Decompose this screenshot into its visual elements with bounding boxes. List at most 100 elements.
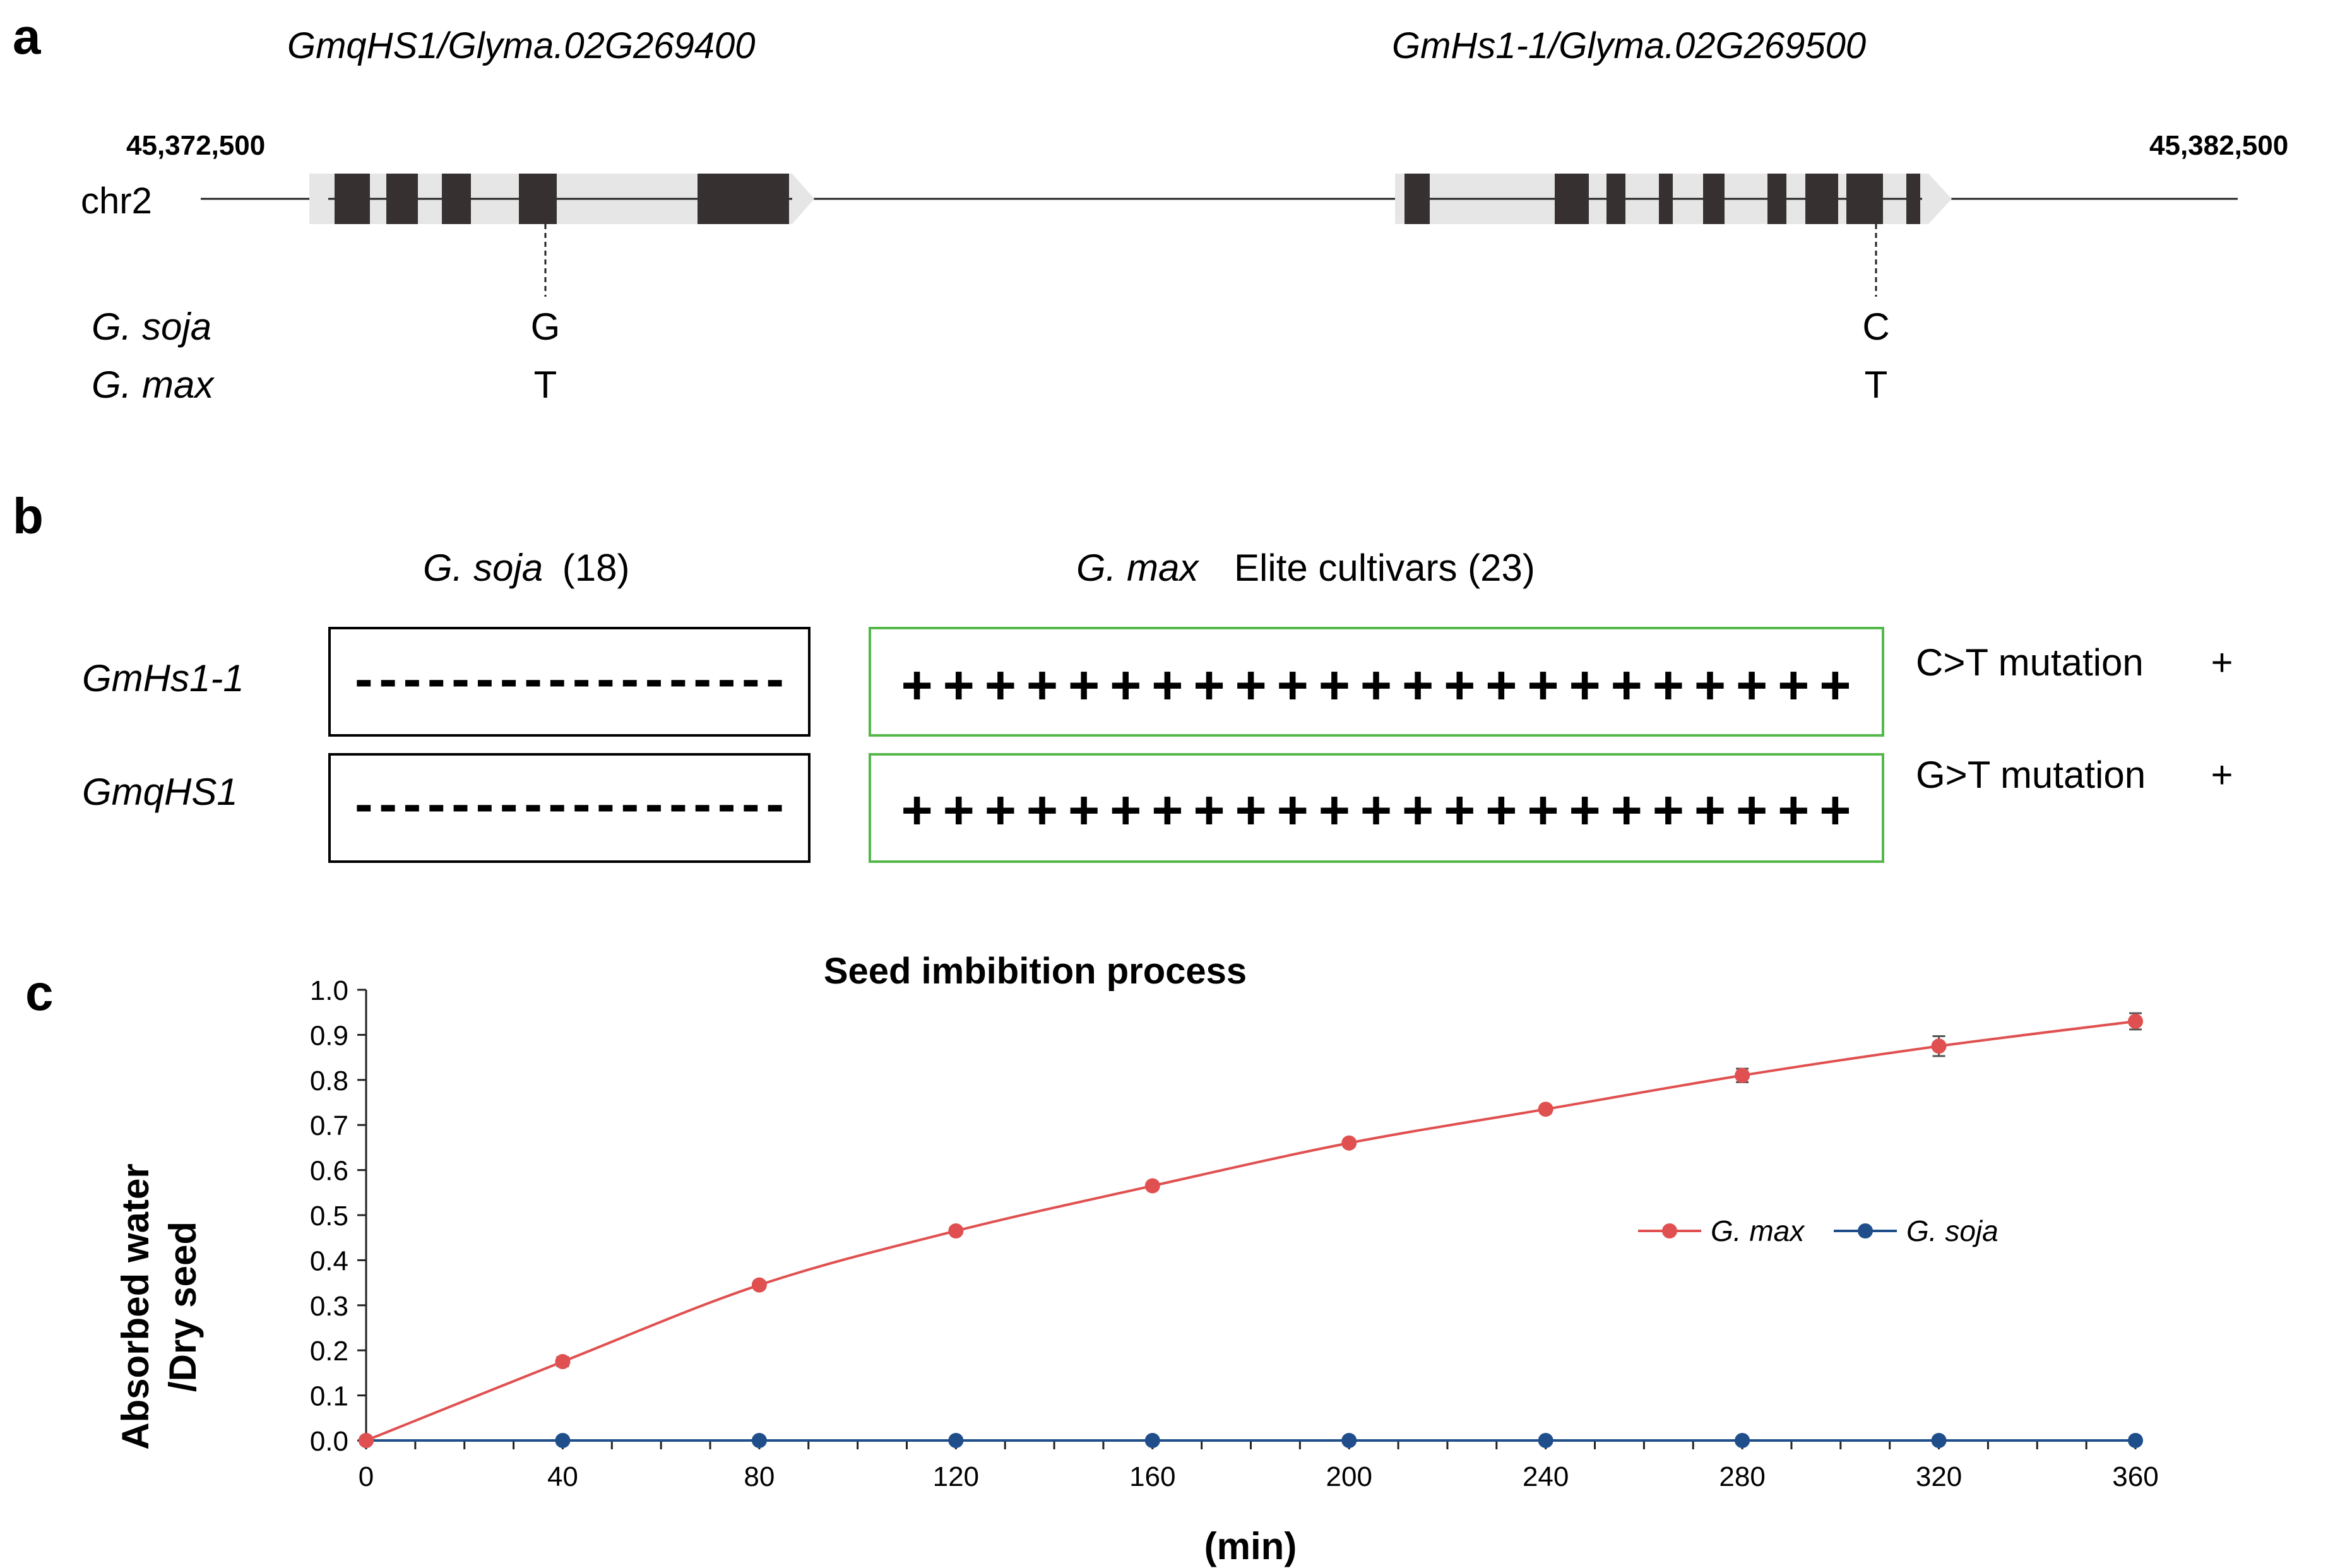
y-tick-label: 0.6 <box>310 1156 348 1187</box>
row2-sign: + <box>2211 754 2233 796</box>
exon <box>1906 174 1920 224</box>
panel-b: b G. soja (18) G. max Elite cultivars (2… <box>13 488 2233 863</box>
coord-right: 45,382,500 <box>2149 130 2288 161</box>
soja-box-row1 <box>328 627 811 737</box>
legend-marker <box>1858 1223 1873 1238</box>
legend-label: G. soja <box>1906 1215 1998 1247</box>
x-tick-label: 120 <box>933 1461 979 1492</box>
panel-b-letter: b <box>13 488 44 544</box>
y-tick-label: 0.4 <box>310 1245 348 1276</box>
series-line-G-max <box>365 1019 2136 1442</box>
snp2-soja-allele: C <box>1862 306 1889 348</box>
snp1-max-allele: T <box>534 364 557 406</box>
data-point <box>1144 1178 1160 1194</box>
y-axis-label: Absorbed water /Dry seed <box>114 1163 204 1449</box>
data-point <box>1735 1067 1750 1083</box>
y-axis-label-line1: Absorbed water <box>114 1163 157 1449</box>
snp1-soja-allele: G <box>531 306 561 348</box>
x-tick-label: 80 <box>744 1461 775 1492</box>
data-point <box>1144 1433 1160 1448</box>
row1-sign: + <box>2211 641 2233 684</box>
soja-box-row2 <box>328 753 811 863</box>
exon <box>1405 174 1430 224</box>
soja-header: G. soja (18) <box>423 547 629 589</box>
exon <box>335 174 370 224</box>
gene2-model <box>1395 174 1952 224</box>
snp2-max-allele: T <box>1865 364 1888 406</box>
exon <box>519 174 557 224</box>
exon <box>1606 174 1625 224</box>
exon <box>698 174 789 224</box>
exon <box>1659 174 1673 224</box>
x-tick-label: 0 <box>359 1461 374 1492</box>
species-soja-label: G. soja <box>92 306 211 348</box>
x-tick-label: 160 <box>1129 1461 1175 1492</box>
max-box-row1 <box>869 627 1884 737</box>
y-tick-label: 1.0 <box>310 975 348 1006</box>
data-point <box>1538 1102 1553 1117</box>
y-tick-label: 0.1 <box>310 1381 348 1412</box>
data-point <box>1931 1433 1947 1448</box>
x-tick-label: 360 <box>2112 1461 2158 1492</box>
x-tick-label: 320 <box>1916 1461 1962 1492</box>
panel-a: a GmqHS1/Glyma.02G269400 GmHs1-1/Glyma.0… <box>13 8 2288 406</box>
data-point <box>555 1433 571 1448</box>
row1-mutation: C>T mutation <box>1916 641 2144 684</box>
x-tick-label: 200 <box>1326 1461 1372 1492</box>
row1-gene-label: GmHs1-1 <box>82 657 244 699</box>
x-axis-label: (min) <box>1204 1525 1297 1567</box>
data-point <box>2128 1433 2143 1448</box>
data-point <box>948 1433 964 1448</box>
panel-c-chart: c Seed imbibition process Absorbed water… <box>25 951 2159 1567</box>
coord-left: 45,372,500 <box>126 130 265 161</box>
soja-count: (18) <box>562 547 630 589</box>
y-tick-label: 0.9 <box>310 1020 348 1051</box>
y-tick-label: 0.5 <box>310 1201 348 1232</box>
y-tick-label: 0.0 <box>310 1426 348 1457</box>
data-point <box>555 1354 571 1370</box>
x-tick-label: 280 <box>1719 1461 1765 1492</box>
row2-gene-label: GmqHS1 <box>82 771 238 813</box>
exon <box>442 174 471 224</box>
gene1-model <box>309 174 814 224</box>
panel-c-letter: c <box>25 965 54 1021</box>
soja-symbols-row1: ------------------ <box>355 649 784 710</box>
max-header: G. max Elite cultivars (23) <box>1076 547 1535 589</box>
data-point <box>1931 1038 1947 1054</box>
max-symbols-row1: +++++++++++++++++++++++ <box>901 655 1851 716</box>
soja-symbols-row2: ------------------ <box>355 774 784 834</box>
y-tick-label: 0.8 <box>310 1066 348 1096</box>
gene2-label: GmHs1-1/Glyma.02G269500 <box>1392 25 1866 66</box>
data-point <box>948 1223 964 1238</box>
data-point <box>751 1433 767 1448</box>
y-tick-label: 0.3 <box>310 1291 348 1322</box>
exon <box>386 174 418 224</box>
data-point <box>1341 1433 1357 1448</box>
gene1-label: GmqHS1/Glyma.02G269400 <box>287 25 755 66</box>
y-tick-label: 0.2 <box>310 1336 348 1367</box>
y-tick-label: 0.7 <box>310 1110 348 1141</box>
max-box-row2 <box>869 753 1884 863</box>
species-max-label: G. max <box>92 364 215 406</box>
max-name: G. max <box>1076 547 1199 589</box>
legend-label: G. max <box>1711 1215 1805 1247</box>
data-point <box>1341 1135 1357 1151</box>
x-tick-label: 40 <box>547 1461 578 1492</box>
chart-title: Seed imbibition process <box>824 951 1247 992</box>
data-point <box>1538 1433 1553 1448</box>
data-point <box>751 1277 767 1293</box>
data-point <box>1735 1433 1750 1448</box>
exon <box>1767 174 1786 224</box>
exon <box>1846 174 1883 224</box>
row2-mutation: G>T mutation <box>1916 754 2146 796</box>
soja-name: G. soja <box>423 547 543 589</box>
data-point <box>2128 1013 2143 1029</box>
max-desc: Elite cultivars (23) <box>1234 547 1535 589</box>
exon <box>1555 174 1589 224</box>
exon <box>1805 174 1838 224</box>
panel-a-letter: a <box>13 8 41 64</box>
x-tick-label: 240 <box>1523 1461 1569 1492</box>
data-point <box>359 1433 374 1448</box>
legend-marker <box>1662 1223 1677 1238</box>
exon <box>1703 174 1725 224</box>
